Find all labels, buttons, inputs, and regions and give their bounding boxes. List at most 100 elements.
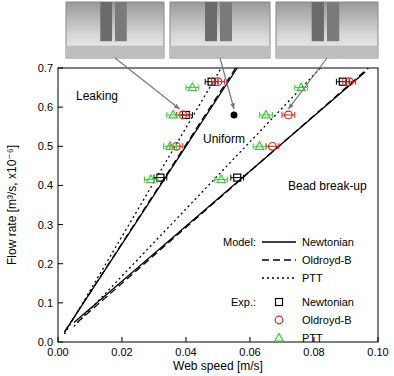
legend-line [262,277,296,278]
web [170,46,270,58]
y-axis-label: Flow rate [m³/s, x10⁻⁶] [5,145,19,265]
legend-label: PTT [302,332,323,344]
data-point [234,174,241,181]
error-bar [167,112,180,118]
y-tick [58,107,63,108]
arrow-head [174,104,180,109]
y-tick-label: 0.0 [38,336,53,348]
data-point [285,111,293,119]
marked-point [231,111,238,118]
data-point [255,142,263,150]
legend-marker [275,316,283,324]
y-tick-label: 0.4 [38,179,53,191]
x-tick-label: 0.02 [111,346,132,358]
y-tick [58,302,63,303]
photo-frame [276,2,378,58]
x-tick [250,337,251,342]
plot-frame [58,68,378,342]
photo-frame [170,2,270,58]
y-tick [58,224,63,225]
y-tick [58,146,63,147]
model-line [64,68,368,332]
data-point [214,78,222,86]
error-bar [212,79,225,85]
photo [276,2,378,58]
x-tick-label: 0.08 [303,346,324,358]
y-tick-label: 0.2 [38,258,53,270]
x-tick [122,337,123,342]
arrow-head [230,103,235,109]
y-tick [58,263,63,264]
error-bar [231,175,244,181]
arrow [115,58,180,109]
y-tick-label: 0.3 [38,219,53,231]
y-tick [58,185,63,186]
plot-area [64,68,368,334]
x-tick-label: 0.10 [367,346,388,358]
region-label: Leaking [76,89,118,103]
error-bar [282,112,295,118]
error-bar [266,143,279,149]
y-tick-label: 0.5 [38,140,53,152]
data-point [179,111,187,119]
legend-group-title: Model: [223,236,256,248]
web [276,46,378,58]
legend-line [262,259,296,260]
data-point [157,174,164,181]
x-tick [186,337,187,342]
legend-line [262,241,296,242]
region-label: Bead break-up [288,179,367,193]
data-point [147,175,155,183]
data-point [262,110,270,118]
legend-label: PTT [302,272,323,284]
model-line [64,68,365,332]
error-bar [260,112,273,118]
data-point [166,142,174,150]
x-tick [378,337,379,342]
data-point [269,142,277,150]
data-point [217,175,225,183]
x-tick-label: 0.06 [239,346,260,358]
die-block [220,2,232,41]
legend-label: Oldroyd-B [302,314,352,326]
die-block [327,2,339,41]
error-bar [164,143,177,149]
error-bar [253,143,266,149]
legend-marker [276,299,283,306]
legend-label: Oldroyd-B [302,254,352,266]
error-bar [215,177,228,183]
y-tick [58,68,63,69]
error-bar [343,79,356,85]
y-tick-label: 0.6 [38,101,53,113]
arrow [288,58,327,109]
region-label: Uniform [203,132,245,146]
legend-group-title: Exp.: [231,296,256,308]
x-tick [58,337,59,342]
web [66,46,164,58]
y-tick [58,342,63,343]
die-block [312,2,324,41]
model-line [64,68,320,334]
arrow [220,58,234,109]
data-point [345,78,353,86]
chart: 0.000.020.040.060.080.100.00.10.20.30.40… [0,0,394,376]
data-point [169,110,177,118]
die-block [100,2,112,41]
x-axis-label: Web speed [m/s] [173,359,263,373]
legend-label: Newtonian [302,296,354,308]
x-tick-label: 0.04 [175,346,196,358]
photo [170,2,270,58]
legend-marker [275,334,283,342]
y-tick-label: 0.7 [38,62,53,74]
photo [66,2,164,58]
error-bar [186,85,199,91]
die-block [115,2,127,41]
arrow-head [288,103,293,109]
die-block [205,2,217,41]
error-bar [144,177,157,183]
y-tick-label: 0.1 [38,297,53,309]
data-point [297,83,305,91]
data-point [188,83,196,91]
photo-frame [66,2,164,58]
legend-label: Newtonian [302,236,354,248]
